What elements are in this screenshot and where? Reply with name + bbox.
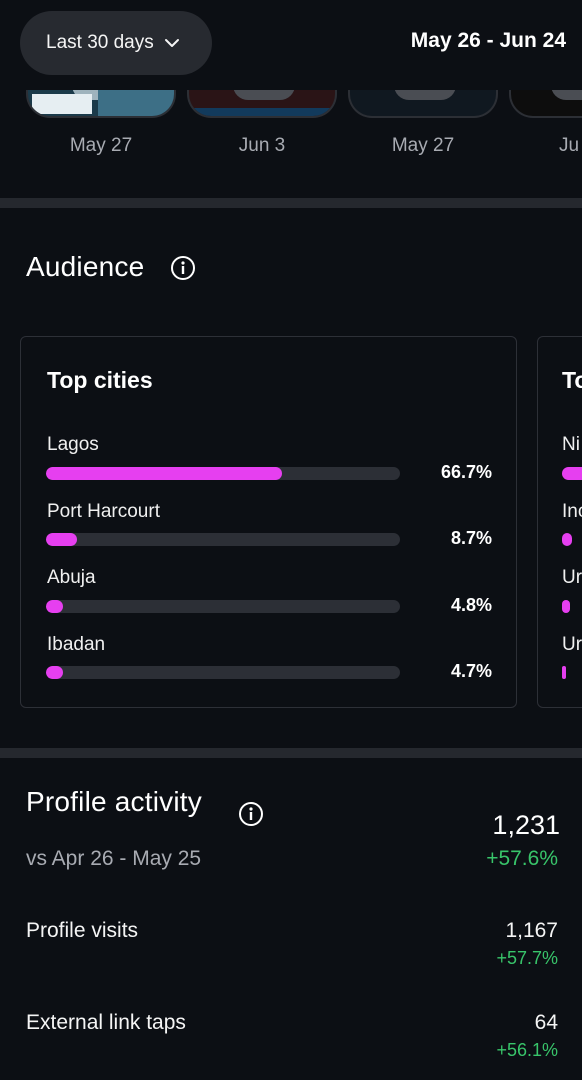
country-label: Ni [562,434,580,455]
country-label: Inc [562,501,582,522]
top-cities-card: Top cities Lagos 66.7% Port Harcourt 8.7… [20,336,517,708]
city-bar [46,533,400,546]
info-icon[interactable] [238,801,264,827]
metric-value-profile-visits: 1,167 [505,919,558,942]
thumbnail-date: Jun 3 [238,135,286,156]
city-bar [46,467,400,480]
city-bar-fill [46,533,77,546]
comparison-period: vs Apr 26 - May 25 [26,847,202,870]
country-label: Ur [562,634,582,655]
country-bar-fill [562,467,582,480]
thumbnail-date: May 27 [391,135,455,156]
metric-label-external-link-taps: External link taps [26,1011,186,1034]
city-bar-fill [46,600,63,613]
city-percent: 4.8% [450,595,492,615]
date-range-dropdown[interactable]: Last 30 days [20,11,212,75]
country-bar-fill [562,600,570,613]
info-icon[interactable] [170,255,196,281]
profile-activity-title: Profile activity [26,786,202,817]
city-label: Ibadan [47,634,106,655]
city-percent: 66.7% [440,462,492,482]
audience-title: Audience [26,251,145,282]
city-bar [46,666,400,679]
city-label: Port Harcourt [47,501,160,522]
metric-value-external-link-taps: 64 [534,1011,558,1034]
city-bar [46,600,400,613]
metric-label-profile-visits: Profile visits [26,919,139,942]
city-label: Lagos [47,434,99,455]
city-label: Abuja [47,567,96,588]
thumbnail-date: May 27 [69,135,133,156]
divider [0,198,582,208]
top-countries-card[interactable]: To Ni Inc Ur Ur [537,336,582,708]
profile-activity-total: 1,231 [492,810,560,840]
top-cities-title: Top cities [47,367,153,393]
profile-activity-change: +57.6% [486,847,558,870]
thumbnail-date: Ju [559,135,580,156]
city-bar-fill [46,666,63,679]
city-percent: 8.7% [450,528,492,548]
top-bar: Last 30 days May 26 - Jun 24 [0,0,582,90]
date-range-dropdown-label: Last 30 days [46,32,154,53]
top-countries-title: To [562,367,582,393]
metric-change-profile-visits: +57.7% [496,948,558,968]
divider [0,748,582,758]
metric-change-external-link-taps: +56.1% [496,1040,558,1060]
city-bar-fill [46,467,283,480]
content-thumbnails: May 27 Jun 3 May 27 Ju [0,80,582,200]
city-percent: 4.7% [450,661,492,681]
chevron-down-icon [164,39,179,47]
country-bar-fill [562,666,566,679]
country-bar-fill [562,533,572,546]
date-range-text: May 26 - Jun 24 [410,29,566,52]
country-label: Ur [562,567,582,588]
